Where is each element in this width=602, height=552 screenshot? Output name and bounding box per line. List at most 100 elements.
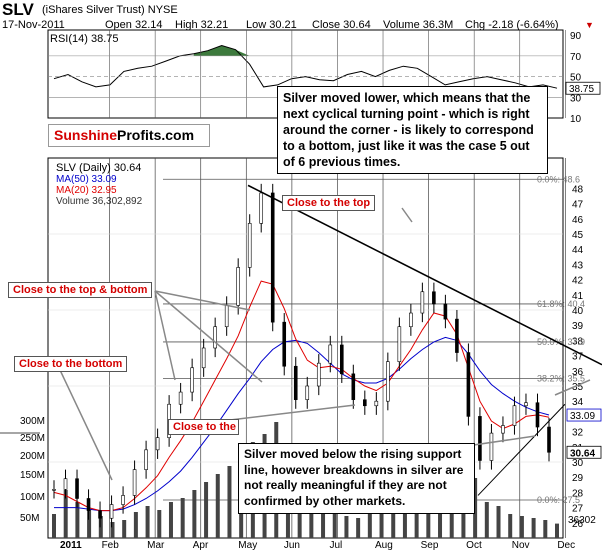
rsi-tick-label: 90 (570, 31, 582, 42)
price-tick-label: 32 (572, 428, 584, 439)
price-bar (132, 469, 137, 496)
month-tick-label: May (238, 540, 257, 551)
main-annotation: Silver moved lower, which means that the… (277, 86, 548, 174)
volume-bar (122, 520, 127, 538)
price-bar (109, 504, 114, 519)
volume-bar (75, 502, 80, 538)
fib-level-label: 0.0%: 27.5 (537, 495, 580, 505)
volume-bar (414, 494, 419, 538)
support-annotation: Silver moved below the rising support li… (238, 443, 475, 514)
volume-bar (438, 490, 443, 538)
rsi-tick-label: 50 (570, 73, 582, 84)
price-bar (535, 402, 540, 428)
price-bar (386, 361, 390, 402)
price-bar (52, 489, 56, 491)
price-tick-label: 34 (572, 397, 584, 408)
volume-bar (204, 482, 209, 538)
volume-tick-label: 200M (20, 451, 45, 462)
volume-bar (332, 514, 337, 538)
rsi-tick-label: 30 (570, 93, 582, 104)
rsi-current-value: 38.75 (569, 84, 594, 95)
support-trendline (477, 403, 566, 496)
close-value: Close 30.64 (312, 19, 371, 31)
ma50-legend: MA(50) 33.09 (56, 174, 117, 185)
month-tick-label: Aug (375, 540, 393, 551)
price-bar (224, 305, 229, 328)
volume-last-value: 36302 (568, 515, 596, 526)
annotation-pointer (154, 290, 251, 311)
price-bar (305, 385, 310, 400)
price-tick-label: 30 (572, 458, 584, 469)
month-tick-label: Feb (102, 540, 120, 551)
price-bar (63, 478, 68, 490)
price-bar (524, 402, 528, 407)
volume-bar (133, 512, 138, 538)
price-bar (86, 498, 91, 511)
price-tick-label: 35 (572, 382, 584, 393)
month-tick-label: Jul (329, 540, 342, 551)
price-bar (282, 321, 287, 367)
rsi-line (53, 44, 558, 89)
annotation-pointer (154, 290, 263, 383)
volume-bar (402, 500, 407, 538)
price-tick-label: 37 (572, 352, 584, 363)
volume-bar (356, 518, 361, 538)
price-bar (259, 192, 264, 224)
volume-bar (391, 506, 396, 538)
volume-bar (379, 510, 384, 538)
open-value: Open 32.14 (105, 19, 163, 31)
volume-bar (449, 494, 454, 538)
annotation-pointer (229, 404, 356, 421)
month-tick-label: Apr (193, 540, 209, 551)
price-tick-label: 27 (572, 504, 584, 515)
rsi-tick-label: 70 (570, 52, 582, 63)
volume-tick-label: 150M (20, 470, 45, 481)
price-bar (547, 426, 551, 453)
ticker-name: (iShares Silver Trust) NYSE (42, 4, 178, 16)
price-bar (512, 405, 517, 426)
price-bar (270, 192, 275, 323)
volume-bar (145, 506, 150, 538)
month-tick-label: Jun (284, 540, 300, 551)
label-close-to-the: Close to the (168, 419, 239, 435)
price-legend-title: SLV (Daily) 30.64 (56, 162, 142, 174)
volume-bar (543, 520, 548, 538)
price-bar (466, 352, 471, 417)
low-value: Low 30.21 (246, 19, 297, 31)
volume-tick-label: 250M (20, 433, 45, 444)
price-tick-label: 29 (572, 473, 584, 484)
volume-bar (110, 522, 115, 538)
price-tick-label: 48 (572, 184, 584, 195)
price-bar (178, 391, 183, 405)
price-tick-label: 44 (572, 245, 584, 256)
month-tick-label: Dec (557, 540, 575, 551)
price-bar (236, 267, 240, 306)
volume-bar (157, 510, 162, 538)
price-bar (478, 416, 482, 461)
volume-legend: Volume 36,302,892 (56, 196, 143, 207)
volume-bar (98, 516, 103, 538)
annotation-pointer (59, 369, 113, 481)
volume-bar (555, 523, 559, 538)
month-tick-label: Nov (512, 540, 530, 551)
price-bar (374, 400, 379, 407)
price-bar (409, 312, 413, 328)
price-bar (339, 344, 344, 375)
price-bar (213, 326, 217, 349)
volume-bar (321, 510, 326, 538)
volume-tick-label: 50M (20, 513, 39, 524)
volume-value: Volume 36.3M (383, 19, 454, 31)
volume-bar (215, 474, 220, 538)
price-tick-label: 39 (572, 321, 584, 332)
price-tick-label: 43 (572, 260, 584, 271)
price-bar (98, 510, 102, 519)
price-tick-label: 40 (572, 306, 584, 317)
month-tick-label: Mar (147, 540, 165, 551)
price-bar (443, 303, 448, 320)
price-bar (316, 362, 321, 387)
volume-bar (367, 514, 372, 538)
volume-tick-label: 300M (20, 416, 45, 427)
annotation-pointer (154, 290, 176, 381)
price-bar (247, 223, 252, 268)
price-bar (75, 478, 79, 499)
